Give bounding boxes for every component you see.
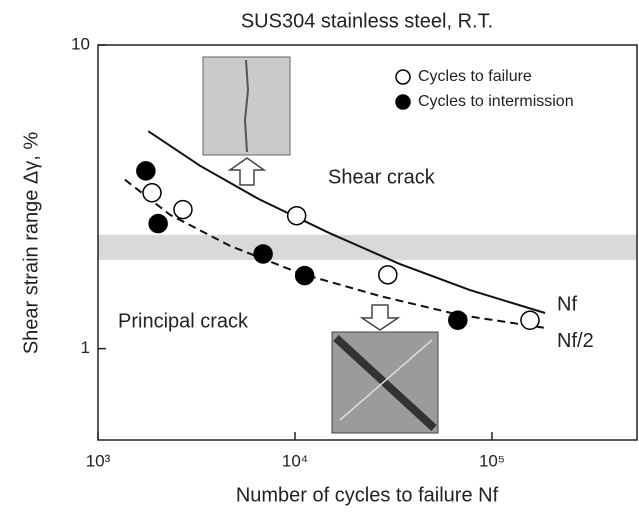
data-point	[173, 199, 193, 220]
legend-label: Cycles to failure	[418, 68, 532, 85]
curve-label: Nf	[557, 293, 577, 315]
inset-photo	[202, 56, 291, 186]
x-tick-label: 10⁴	[282, 451, 308, 470]
data-point	[448, 310, 468, 330]
legend-label: Cycles to intermission	[418, 93, 574, 110]
data-point	[294, 265, 315, 286]
y-axis-label: Shear strain range Δγ, %	[20, 132, 42, 355]
annotation: Principal crack	[118, 310, 249, 332]
x-tick-label: 10³	[86, 451, 111, 470]
data-point	[136, 161, 156, 181]
fit-curve	[147, 130, 546, 314]
legend-marker	[395, 69, 411, 85]
data-point	[378, 265, 398, 285]
band	[98, 234, 637, 260]
legend-marker	[395, 94, 411, 110]
data-point	[253, 244, 273, 264]
annotation: Shear crack	[328, 166, 436, 188]
plot-frame	[97, 44, 638, 441]
x-axis-label: Number of cycles to failure Nf	[236, 484, 499, 506]
x-tick-label: 10⁵	[479, 451, 505, 470]
chart-title: SUS304 stainless steel, R.T.	[241, 10, 493, 32]
data-point	[520, 310, 540, 330]
y-tick-label: 1	[81, 338, 90, 357]
data-point	[286, 205, 307, 226]
inset-photo	[331, 304, 439, 434]
y-tick-label: 10	[71, 34, 90, 53]
data-point	[148, 213, 168, 234]
data-point	[142, 183, 162, 203]
curve-label: Nf/2	[557, 330, 594, 352]
